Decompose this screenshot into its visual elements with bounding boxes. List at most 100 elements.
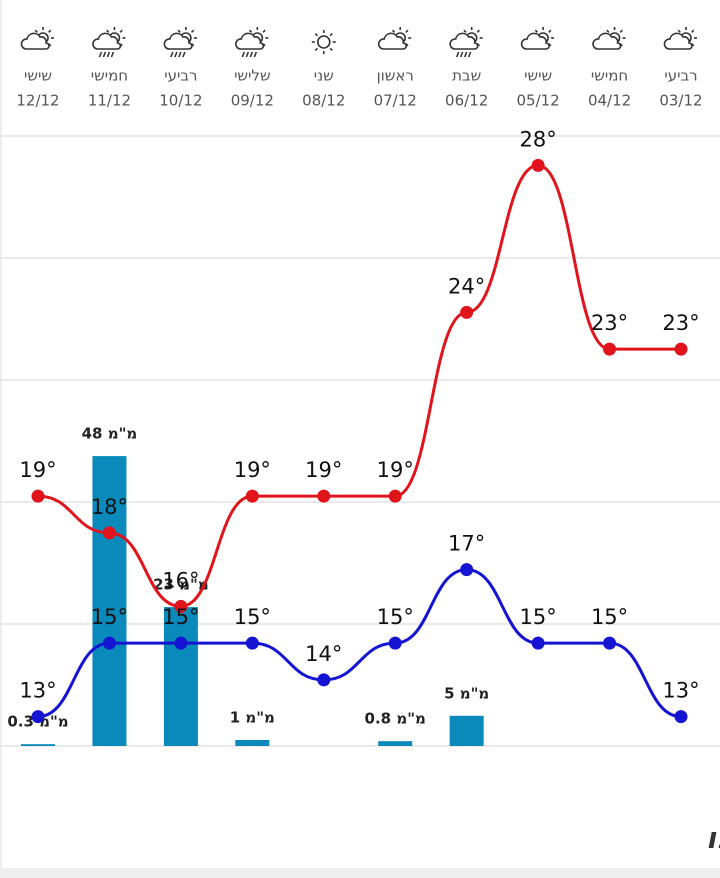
temp-label: 15° <box>162 605 199 629</box>
temp-label: 14° <box>305 642 342 666</box>
date-label: 04/12 <box>588 92 631 110</box>
drop <box>98 51 103 58</box>
temp-label: 19° <box>19 458 56 482</box>
drop <box>253 51 258 58</box>
temp-label: 17° <box>448 532 485 556</box>
temp-label: 16° <box>162 568 199 592</box>
ray <box>106 29 110 33</box>
temp-point <box>603 342 617 356</box>
temp-point <box>531 158 545 172</box>
temp-point <box>245 636 259 650</box>
rain-bar <box>21 744 55 746</box>
ray <box>476 29 481 33</box>
day-label: רביעי <box>164 67 197 85</box>
temp-point <box>174 599 188 613</box>
weather-icon <box>663 27 697 50</box>
rain-label: 48 מ"מ <box>82 425 138 443</box>
date-label: 09/12 <box>231 92 274 110</box>
drop <box>241 51 246 58</box>
rain-bar <box>449 715 484 746</box>
temp-label: 13° <box>662 679 699 703</box>
rain-label: 1 מ"מ <box>230 708 275 726</box>
ray <box>548 29 552 33</box>
drop <box>110 51 115 58</box>
date-label: 08/12 <box>302 92 345 110</box>
footer-strip <box>0 868 720 878</box>
temp-point <box>388 636 402 650</box>
date-label: 03/12 <box>659 92 702 110</box>
temp-point <box>531 636 545 650</box>
temp-point <box>31 710 45 724</box>
weather-icon <box>449 27 483 58</box>
temp-label: 15° <box>519 605 556 629</box>
date-label: 06/12 <box>445 92 488 110</box>
temp-line <box>37 568 682 719</box>
rain-label: 5 מ"מ <box>444 684 489 702</box>
temp-point <box>460 563 474 577</box>
rain-bar <box>235 739 270 746</box>
day-label: שבת <box>452 67 481 85</box>
cloud <box>92 32 122 50</box>
ray <box>619 29 623 33</box>
temp-label: 24° <box>448 274 485 298</box>
drop <box>178 51 182 58</box>
drop <box>174 51 178 58</box>
temp-point <box>102 526 116 540</box>
temp-point <box>174 636 188 650</box>
temp-label: 15° <box>91 605 128 629</box>
ray <box>48 29 52 33</box>
ray <box>248 29 253 33</box>
ray <box>329 47 333 52</box>
day-label: רביעי <box>664 67 697 85</box>
weather-icon <box>592 27 626 50</box>
ray <box>391 29 396 33</box>
date-label: 11/12 <box>88 92 131 110</box>
ray <box>262 29 266 33</box>
drop <box>463 51 468 58</box>
day-label: שישי <box>524 67 552 85</box>
temp-point <box>674 710 688 724</box>
ray <box>606 29 610 33</box>
temp-label: 19° <box>377 458 414 482</box>
temp-label: 28° <box>519 127 556 151</box>
temp-label: 15° <box>377 605 414 629</box>
temp-point <box>31 489 45 503</box>
rain-label: 0.8 מ"מ <box>365 710 426 728</box>
temp-label: 18° <box>91 495 128 519</box>
ray <box>534 29 539 33</box>
temp-point <box>317 489 331 503</box>
sun <box>316 35 331 49</box>
day-label: חמישי <box>91 67 128 85</box>
rain-bar <box>92 456 127 746</box>
ray <box>677 29 681 33</box>
temp-point <box>388 489 402 503</box>
weather-icon <box>235 27 269 58</box>
date-label: 07/12 <box>374 92 417 110</box>
ray <box>314 32 318 37</box>
drop <box>245 51 250 58</box>
ray <box>34 29 38 33</box>
drop <box>170 51 174 58</box>
ray <box>190 29 195 33</box>
drop <box>249 51 254 58</box>
temp-point <box>102 636 116 650</box>
day-label: שני <box>314 67 334 85</box>
rain-label: 23 מ"מ <box>153 576 209 594</box>
ray <box>405 29 409 33</box>
drop <box>459 51 464 58</box>
temp-point <box>603 636 617 650</box>
drop <box>102 51 107 58</box>
temp-point <box>674 342 688 356</box>
cloud <box>235 32 265 50</box>
day-label: חמישי <box>591 67 628 85</box>
date-label: 10/12 <box>159 92 202 110</box>
weather-icon <box>92 27 126 58</box>
temp-label: 19° <box>234 458 271 482</box>
weather-icon <box>377 27 412 50</box>
temp-label: 13° <box>19 679 56 703</box>
ray <box>177 29 181 33</box>
weather-icon <box>20 27 54 50</box>
temp-point <box>245 489 259 503</box>
cloud <box>592 32 622 50</box>
day-label: שלישי <box>234 67 271 85</box>
